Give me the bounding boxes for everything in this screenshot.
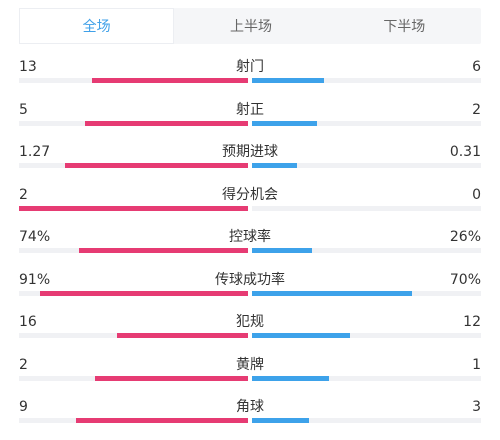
- away-bar-track: [252, 333, 481, 338]
- away-bar-track: [252, 248, 481, 253]
- home-bar-fill: [79, 248, 248, 253]
- home-bar-fill: [85, 120, 248, 126]
- away-bar-fill: [252, 375, 329, 381]
- stat-label: 预期进球: [222, 144, 278, 160]
- away-value: 1: [472, 356, 481, 373]
- away-value: 12: [463, 314, 481, 330]
- stat-label: 传球成功率: [215, 271, 285, 288]
- home-bar-track: [19, 78, 248, 83]
- stat-row: 91% 传球成功率 70%: [0, 265, 500, 308]
- stat-row: 2 得分机会 0: [0, 180, 500, 223]
- away-value: 26%: [449, 229, 481, 245]
- home-value: 2: [19, 186, 28, 203]
- away-value: 0.31: [449, 144, 481, 160]
- home-bar-fill: [40, 290, 248, 296]
- away-bar-track: [252, 375, 481, 381]
- stat-row: 9 角球 3: [0, 392, 500, 435]
- period-tabs: 全场 上半场 下半场: [19, 8, 481, 44]
- home-value: 2: [19, 356, 28, 373]
- away-bar-fill: [252, 333, 350, 338]
- away-bar-fill: [252, 290, 412, 296]
- home-value: 5: [19, 101, 28, 118]
- home-value: 16: [19, 314, 37, 330]
- away-bar-track: [252, 205, 481, 211]
- away-value: 3: [472, 399, 481, 415]
- home-bar-fill: [19, 205, 248, 211]
- home-bar-track: [19, 163, 248, 168]
- stat-row: 74% 控球率 26%: [0, 222, 500, 265]
- tab-first-half[interactable]: 上半场: [229, 19, 272, 35]
- away-bar-track: [252, 120, 481, 126]
- away-value: 70%: [449, 271, 481, 288]
- stat-label: 角球: [236, 399, 264, 415]
- home-value: 91%: [19, 271, 51, 288]
- away-bar-fill: [252, 163, 297, 168]
- home-bar-track: [19, 248, 248, 253]
- stats-list: 13 射门 6 5 射正 2 1.27 预期进球 0.31 2 得分机会 0 74% 控球率 26% 91% 传…: [0, 52, 500, 435]
- away-bar-track: [252, 290, 481, 296]
- home-bar-track: [19, 205, 248, 211]
- home-value: 74%: [19, 229, 51, 245]
- stat-label: 射正: [236, 101, 264, 118]
- home-bar-track: [19, 333, 248, 338]
- home-value: 13: [19, 59, 37, 75]
- home-value: 9: [19, 399, 28, 415]
- away-bar-fill: [252, 248, 312, 253]
- stat-label: 射门: [236, 59, 264, 75]
- stat-label: 黄牌: [236, 356, 264, 373]
- away-bar-fill: [252, 418, 309, 423]
- away-value: 6: [472, 59, 481, 75]
- away-bar-fill: [252, 78, 324, 83]
- home-bar-fill: [117, 333, 248, 338]
- stat-label: 犯规: [236, 314, 264, 330]
- home-bar-fill: [76, 418, 248, 423]
- stat-row: 13 射门 6: [0, 52, 500, 95]
- home-bar-track: [19, 418, 248, 423]
- tab-full-match[interactable]: 全场: [19, 8, 175, 44]
- away-value: 0: [472, 186, 481, 203]
- home-bar-fill: [95, 375, 248, 381]
- home-bar-fill: [92, 78, 248, 83]
- home-bar-track: [19, 120, 248, 126]
- stat-label: 得分机会: [222, 186, 278, 203]
- stat-row: 5 射正 2: [0, 95, 500, 138]
- stat-row: 16 犯规 12: [0, 307, 500, 350]
- away-bar-track: [252, 418, 481, 423]
- away-value: 2: [472, 101, 481, 118]
- stat-row: 1.27 预期进球 0.31: [0, 137, 500, 180]
- home-bar-track: [19, 375, 248, 381]
- home-bar-fill: [65, 163, 248, 168]
- home-value: 1.27: [19, 144, 51, 160]
- away-bar-track: [252, 78, 481, 83]
- stat-row: 2 黄牌 1: [0, 350, 500, 393]
- tab-second-half[interactable]: 下半场: [383, 19, 426, 35]
- stat-label: 控球率: [229, 229, 271, 245]
- away-bar-track: [252, 163, 481, 168]
- home-bar-track: [19, 290, 248, 296]
- away-bar-fill: [252, 120, 317, 126]
